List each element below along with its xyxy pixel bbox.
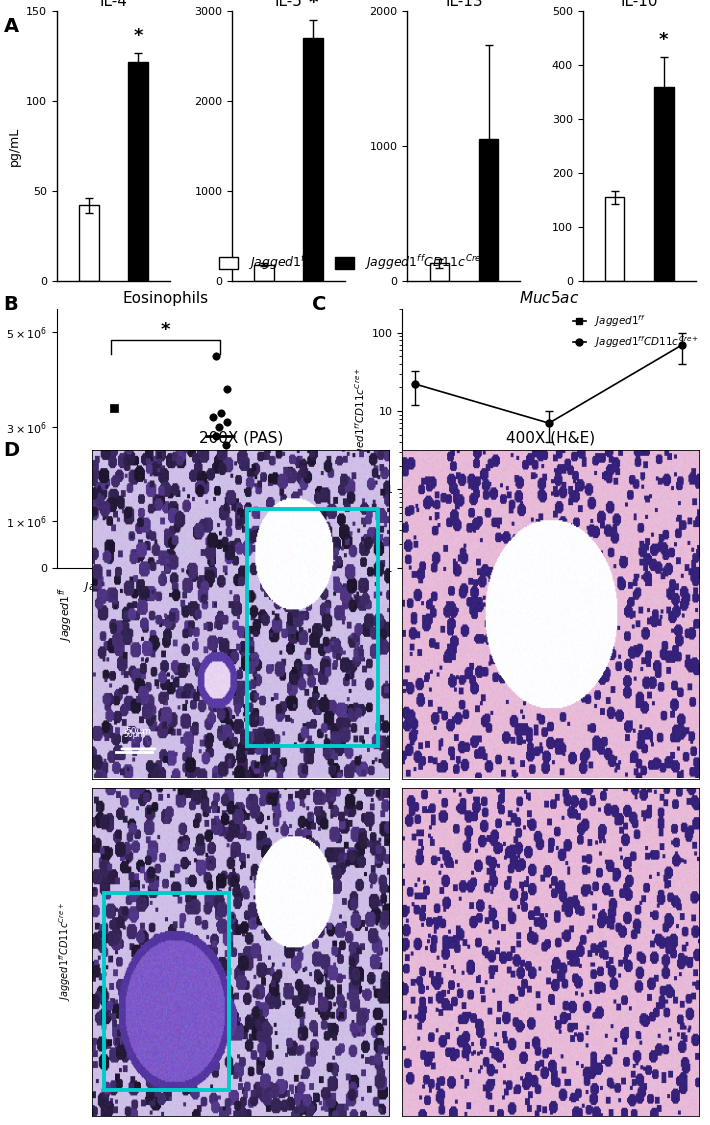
Point [214,417,225,435]
Text: $Jagged1^{ff}$: $Jagged1^{ff}$ [57,586,75,642]
Title: IL-10: IL-10 [621,0,658,9]
Point [108,398,119,416]
Point [221,436,232,454]
Bar [254,264,274,281]
Point [110,549,121,567]
Bar [303,38,323,281]
Title: Eosinophils: Eosinophils [123,291,209,306]
Title: IL-13: IL-13 [445,0,483,9]
Text: *: * [161,321,170,339]
Point [106,507,117,525]
Legend: $Jagged1^{ff}$, $Jagged1^{ff}CD11c^{Cre+}$: $Jagged1^{ff}$, $Jagged1^{ff}CD11c^{Cre+… [569,309,704,354]
Text: 200X (PAS): 200X (PAS) [199,431,283,446]
Point [212,525,224,543]
Text: A: A [4,17,18,36]
Point [102,465,114,483]
Point [221,380,232,398]
Text: C: C [312,295,327,314]
Point [221,413,232,431]
Legend: $Jagged1^{ff}$, $Jagged1^{ff}CD11c^{Cre+}$: $Jagged1^{ff}$, $Jagged1^{ff}CD11c^{Cre+… [214,249,496,277]
Point [106,456,117,474]
Bar [128,62,148,281]
Bar [247,510,378,746]
Text: 50μm: 50μm [126,727,151,736]
Title: IL-5: IL-5 [275,0,302,9]
Title: IL-4: IL-4 [99,0,127,9]
Text: *: * [133,27,143,45]
Bar [654,87,674,281]
Point [104,544,116,562]
Point [113,512,124,530]
Bar [79,206,99,281]
Point [109,521,120,539]
Point [210,346,222,364]
Point [211,512,222,530]
Y-axis label: $\Delta\Delta$ C$_T$ / $Jagged1^{ff}CD11c^{Cre+}$: $\Delta\Delta$ C$_T$ / $Jagged1^{ff}CD11… [353,367,368,510]
Text: *: * [308,0,318,12]
Text: *: * [659,32,669,50]
Text: 50μm: 50μm [123,730,145,739]
Point [106,493,117,511]
Title: $Muc5ac$: $Muc5ac$ [519,290,579,306]
X-axis label: Hours post OVA: Hours post OVA [501,596,598,609]
Bar [430,263,449,281]
Bar [605,197,625,281]
Text: D: D [4,441,20,460]
Text: B: B [4,295,18,314]
Point [216,404,227,422]
Point [99,557,111,575]
Bar [479,140,498,281]
Bar [104,892,229,1090]
Point [210,428,222,446]
Point [99,488,110,506]
Text: 400X (H&E): 400X (H&E) [506,431,596,446]
Point [207,408,219,426]
Point [219,536,230,554]
Point [207,516,219,534]
Y-axis label: pg/mL: pg/mL [8,126,21,165]
Text: $Jagged1^{ff}CD11c^{Cre+}$: $Jagged1^{ff}CD11c^{Cre+}$ [57,902,72,1001]
